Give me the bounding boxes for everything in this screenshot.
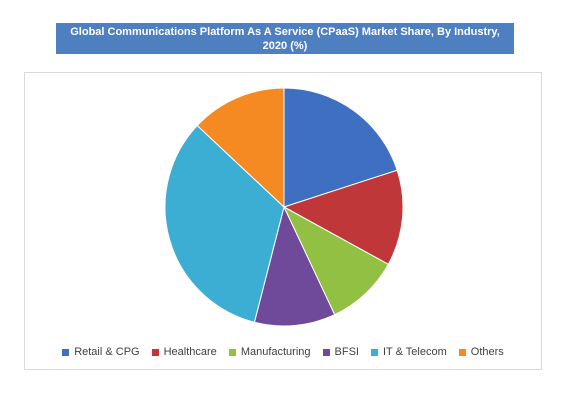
chart-title: Global Communications Platform As A Serv… — [56, 23, 514, 54]
legend-label: BFSI — [334, 346, 359, 358]
legend-item-it-telecom: IT & Telecom — [370, 346, 447, 358]
legend-label: IT & Telecom — [382, 346, 447, 358]
legend-item-manufacturing: Manufacturing — [228, 346, 311, 358]
legend: Retail & CPG Healthcare Manufacturing BF… — [24, 344, 542, 360]
plot-area — [24, 72, 542, 370]
legend-swatch — [370, 348, 378, 356]
legend-swatch — [458, 348, 466, 356]
pie-slice-manufacturing — [282, 205, 389, 316]
legend-swatch — [322, 348, 330, 356]
legend-label: Healthcare — [163, 346, 217, 358]
legend-item-healthcare: Healthcare — [151, 346, 217, 358]
legend-swatch — [151, 348, 159, 356]
legend-swatch — [62, 348, 70, 356]
legend-item-bfsi: BFSI — [322, 346, 359, 358]
pie-slice-it-telecom — [164, 124, 285, 323]
pie-slice-others — [196, 87, 285, 209]
legend-label: Retail & CPG — [74, 346, 140, 358]
pie-slice-healthcare — [282, 169, 404, 266]
legend-label: Manufacturing — [240, 346, 311, 358]
legend-swatch — [228, 348, 236, 356]
legend-item-retail-cpg: Retail & CPG — [62, 346, 140, 358]
legend-label: Others — [470, 346, 504, 358]
legend-item-others: Others — [458, 346, 504, 358]
pie-slice-retail-cpg — [283, 87, 398, 208]
pie-slice-bfsi — [253, 205, 336, 327]
